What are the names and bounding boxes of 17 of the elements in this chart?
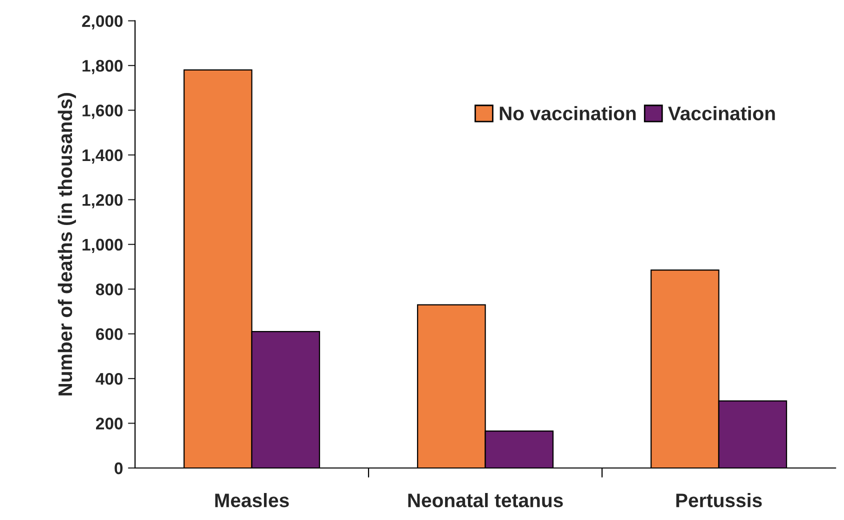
y-tick-label: 0: [114, 462, 123, 474]
y-tick-label: 1,800: [82, 60, 123, 74]
y-tick-label: 1,600: [82, 104, 123, 119]
y-tick-label: 1,000: [82, 238, 123, 254]
y-axis-title: Number of deaths (in thousands): [58, 93, 76, 396]
y-tick-label: 1,200: [82, 194, 123, 208]
y-tick-label: 600: [96, 328, 123, 340]
x-tick-label: Pertussis: [676, 493, 762, 508]
x-tick-label: Neonatal tetanus: [408, 493, 563, 508]
y-tick-label: 1,400: [82, 149, 123, 164]
legend-label: Vaccination: [668, 106, 775, 120]
legend-label: No vaccination: [500, 106, 636, 120]
y-tick-label: 2,000: [82, 15, 123, 30]
y-tick-label: 800: [96, 284, 123, 296]
y-tick-label: 200: [96, 418, 123, 430]
y-tick-label: 400: [96, 372, 123, 385]
x-tick-label: Measles: [215, 493, 289, 508]
